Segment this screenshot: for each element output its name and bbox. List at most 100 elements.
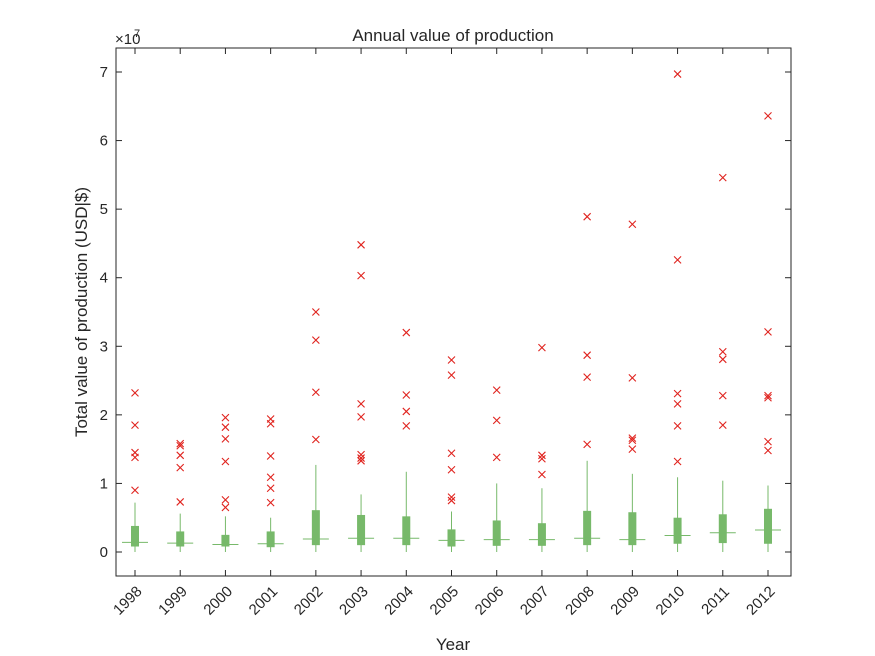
outlier-stroke (311, 336, 320, 345)
outlier-stroke (447, 449, 456, 458)
y-tick-label: 2 (100, 407, 108, 424)
outlier-stroke (764, 437, 772, 446)
outlier-marker (673, 255, 682, 264)
outlier-stroke (673, 70, 682, 78)
outlier-stroke (266, 484, 275, 493)
y-tick-label: 5 (100, 201, 108, 218)
plot-area (122, 70, 781, 552)
box-2003 (348, 240, 375, 552)
outlier-marker (673, 399, 682, 408)
outlier-marker (221, 423, 230, 432)
outlier-marker (538, 454, 546, 463)
outlier-stroke (764, 111, 772, 120)
outlier-stroke (131, 486, 139, 495)
outlier-marker (176, 451, 185, 460)
outlier-marker (673, 70, 682, 78)
outlier-stroke (357, 413, 365, 421)
box-iqr (221, 534, 230, 547)
outlier-stroke (718, 355, 727, 364)
outlier-marker (357, 450, 365, 459)
outlier-stroke (221, 423, 230, 432)
y-exponent-base: ×10 (115, 31, 140, 48)
x-tick-label: 2005 (427, 583, 463, 619)
box-2010 (664, 70, 691, 552)
outlier-stroke (628, 434, 637, 443)
y-exponent: ×10 7 (115, 28, 140, 48)
outlier-marker (266, 415, 275, 423)
outlier-stroke (311, 388, 320, 397)
outlier-marker (447, 465, 456, 474)
outlier-stroke (492, 416, 501, 425)
outlier-stroke (538, 451, 546, 460)
outlier-stroke (131, 448, 139, 457)
outlier-marker (176, 463, 185, 472)
box-iqr (266, 531, 275, 548)
box-2004 (393, 328, 420, 552)
outlier-marker (357, 456, 365, 465)
outlier-marker (266, 452, 275, 460)
axes-frame (115, 47, 792, 577)
outlier-marker (492, 416, 501, 425)
x-tick-label: 2001 (246, 583, 282, 619)
outlier-marker (131, 486, 139, 495)
outlier-stroke (764, 391, 772, 400)
outlier-marker (764, 393, 772, 402)
y-axis: 0 1 2 3 4 5 6 7 (100, 64, 791, 561)
outlier-marker (583, 373, 592, 382)
outlier-stroke (266, 452, 275, 460)
outlier-marker (266, 498, 275, 507)
outlier-stroke (402, 391, 411, 399)
outlier-marker (764, 446, 772, 455)
outlier-marker (221, 495, 230, 504)
y-tick-label: 0 (100, 544, 108, 561)
outlier-marker (311, 388, 320, 397)
outlier-marker (718, 355, 727, 364)
x-tick-label: 1998 (110, 583, 146, 619)
box-2005 (438, 356, 465, 552)
outlier-stroke (583, 351, 592, 360)
outlier-stroke (764, 393, 772, 402)
outlier-stroke (628, 445, 637, 454)
outlier-stroke (447, 371, 456, 379)
outlier-marker (357, 271, 365, 280)
x-tick-label: 2006 (472, 583, 508, 619)
outlier-marker (718, 421, 727, 430)
outlier-stroke (266, 473, 275, 482)
outlier-marker (628, 220, 637, 229)
outlier-marker (718, 347, 727, 356)
outlier-stroke (628, 373, 637, 382)
outlier-marker (402, 407, 411, 416)
box-2002 (302, 308, 329, 552)
outlier-marker (583, 351, 592, 360)
outlier-marker (176, 498, 185, 506)
outlier-stroke (357, 454, 365, 462)
x-tick-label: 2008 (562, 583, 598, 619)
outlier-stroke (221, 503, 230, 512)
outlier-marker (357, 413, 365, 421)
outlier-marker (628, 445, 637, 454)
outlier-stroke (718, 347, 727, 356)
outlier-stroke (764, 327, 772, 336)
outlier-stroke (718, 173, 727, 182)
box-2007 (528, 343, 555, 552)
box-iqr (628, 512, 637, 546)
box-2000 (212, 413, 239, 552)
box-1999 (167, 439, 194, 552)
outlier-stroke (311, 435, 320, 444)
outlier-stroke (538, 454, 546, 463)
outlier-stroke (176, 451, 185, 460)
outlier-marker (221, 413, 230, 422)
outlier-marker (402, 391, 411, 399)
x-tick-label: 2009 (607, 583, 643, 619)
outlier-stroke (628, 436, 637, 445)
outlier-marker (718, 391, 727, 400)
outlier-stroke (492, 386, 501, 395)
y-exponent-power: 7 (134, 28, 140, 40)
x-tick-label: 1999 (155, 583, 191, 619)
outlier-marker (221, 434, 230, 443)
x-tick-label: 2002 (291, 583, 327, 619)
outlier-stroke (402, 407, 411, 416)
outlier-stroke (492, 453, 501, 462)
outlier-stroke (357, 399, 365, 408)
